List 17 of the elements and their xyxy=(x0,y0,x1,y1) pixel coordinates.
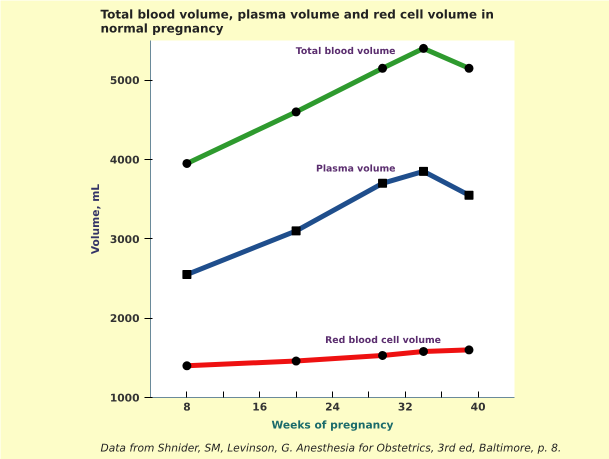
y-tick-label: 4000 xyxy=(110,154,140,166)
y-axis-title: Volume, mL xyxy=(88,184,102,254)
x-axis-title: Weeks of pregnancy xyxy=(272,418,394,432)
x-tick-label: 8 xyxy=(183,400,191,414)
x-tick-label: 40 xyxy=(470,400,486,414)
y-tick-label: 2000 xyxy=(110,312,140,326)
y-tick-label: 1000 xyxy=(110,392,140,404)
x-tick-label: 24 xyxy=(325,400,340,414)
chart-title: Total blood volume, plasma volume and red cell volume in normal pregnancy xyxy=(100,8,494,36)
x-tick-label: 16 xyxy=(252,400,268,414)
y-tick-label: 3000 xyxy=(110,232,140,246)
series-label: Total blood volume xyxy=(296,46,396,57)
y-tick-label: 5000 xyxy=(110,74,140,88)
text: Data from Shnider, SM, Levinson, G. Anesthesia for Obstetrics, 3rd ed, Baltimore, p. 8. xyxy=(100,442,562,454)
series-label: Plasma volume xyxy=(316,164,396,175)
series-label: Red blood cell volume xyxy=(325,334,442,346)
x-tick-label: 32 xyxy=(398,400,413,414)
